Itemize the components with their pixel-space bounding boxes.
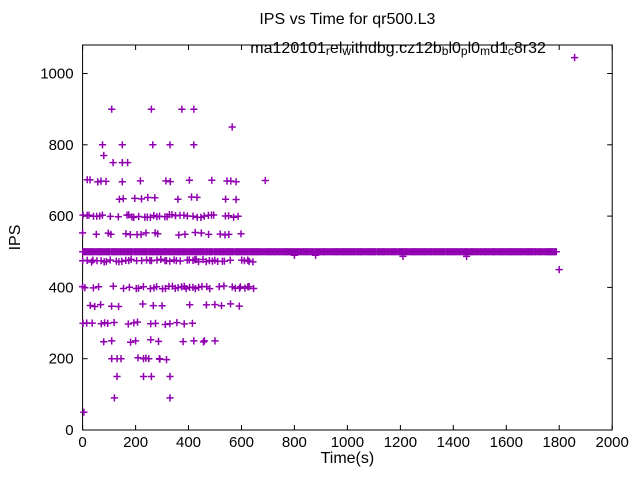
svg-text:200: 200	[49, 351, 74, 368]
svg-text:2000: 2000	[596, 434, 629, 451]
svg-text:1000: 1000	[331, 434, 364, 451]
svg-text:800: 800	[49, 137, 74, 154]
svg-text:Time(s): Time(s)	[321, 450, 375, 467]
svg-text:1200: 1200	[384, 434, 417, 451]
svg-text:0: 0	[78, 434, 86, 451]
svg-text:0: 0	[65, 422, 73, 439]
svg-text:400: 400	[49, 279, 74, 296]
svg-text:1000: 1000	[40, 66, 73, 83]
svg-text:1600: 1600	[490, 434, 523, 451]
svg-text:1400: 1400	[437, 434, 470, 451]
svg-text:600: 600	[49, 208, 74, 225]
svg-text:400: 400	[176, 434, 201, 451]
svg-text:ma120101relwithdbg.cz12bbl0pl0: ma120101relwithdbg.cz12bbl0pl0md1c8r32	[250, 40, 546, 58]
svg-text:1800: 1800	[543, 434, 576, 451]
svg-text:600: 600	[229, 434, 254, 451]
svg-text:IPS: IPS	[7, 225, 24, 251]
svg-text:800: 800	[282, 434, 307, 451]
svg-text:200: 200	[123, 434, 148, 451]
